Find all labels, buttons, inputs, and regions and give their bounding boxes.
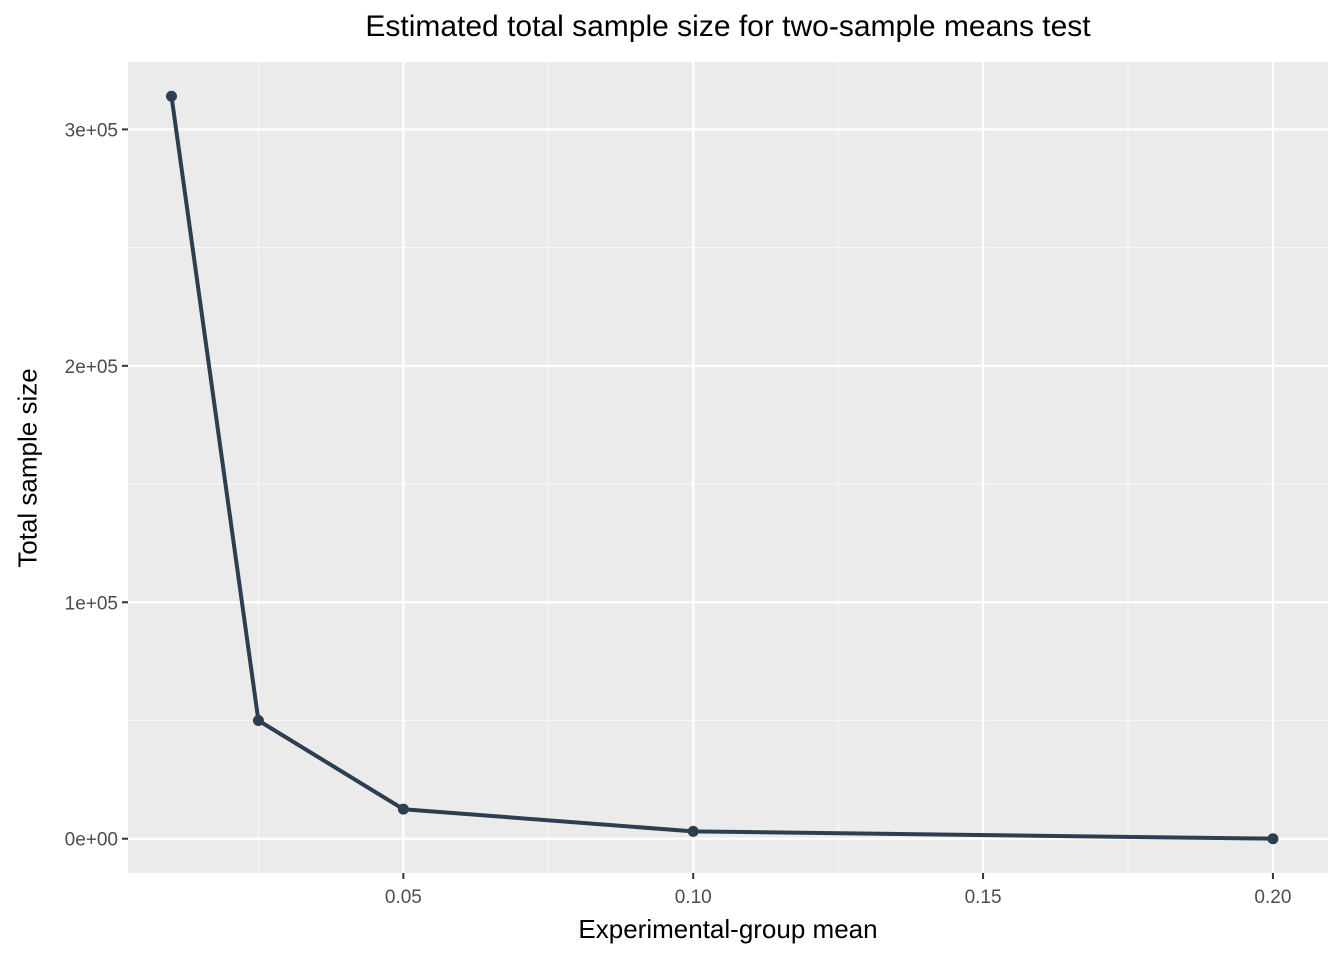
x-tick-label: 0.20 bbox=[1254, 887, 1291, 908]
y-axis-label: Total sample size bbox=[12, 368, 43, 568]
series-group bbox=[165, 90, 1279, 845]
axis-ticks bbox=[122, 128, 1274, 879]
x-axis-label: Experimental-group mean bbox=[578, 914, 878, 944]
x-tick-label: 0.05 bbox=[385, 887, 422, 908]
major-gridlines bbox=[128, 62, 1328, 873]
y-tick-label: 0e+00 bbox=[65, 830, 118, 851]
x-tick-label: 0.15 bbox=[965, 887, 1002, 908]
y-tick-label: 3e+05 bbox=[65, 120, 118, 141]
y-tick-label: 1e+05 bbox=[65, 593, 118, 614]
data-point bbox=[165, 90, 177, 102]
data-point bbox=[1267, 833, 1279, 845]
minor-gridlines bbox=[128, 62, 1328, 873]
y-tick-label: 2e+05 bbox=[65, 357, 118, 378]
data-point bbox=[252, 714, 264, 726]
data-point bbox=[687, 825, 699, 837]
tick-labels: 0.05 0.10 0.15 0.20 0e+00 1e+05 2e+05 3e+05 bbox=[65, 120, 1292, 908]
data-point bbox=[397, 803, 409, 815]
x-tick-label: 0.10 bbox=[675, 887, 712, 908]
chart-title: Estimated total sample size for two-samp… bbox=[365, 10, 1091, 43]
